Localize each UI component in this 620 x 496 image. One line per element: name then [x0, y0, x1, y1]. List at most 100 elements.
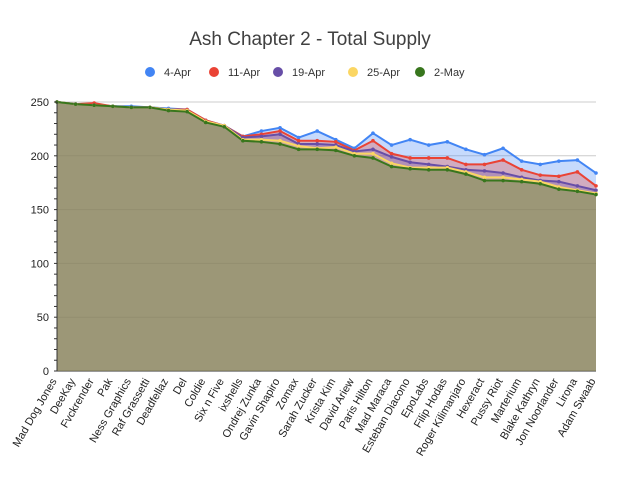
- data-point-2-May: [259, 140, 264, 144]
- data-point-11-Apr: [519, 167, 524, 172]
- legend-label: 4-Apr: [164, 67, 191, 79]
- chart-title: Ash Chapter 2 - Total Supply: [189, 29, 431, 50]
- data-point-19-Apr: [315, 142, 320, 146]
- data-point-2-May: [73, 102, 78, 106]
- data-point-2-May: [482, 178, 487, 183]
- data-point-25-Apr: [278, 138, 282, 143]
- data-point-25-Apr: [371, 151, 375, 156]
- data-point-19-Apr: [426, 162, 431, 167]
- data-point-2-May: [371, 156, 375, 160]
- y-tick-label: 0: [43, 366, 49, 378]
- data-point-4-Apr: [538, 162, 543, 167]
- data-point-2-May: [315, 147, 320, 152]
- legend-label: 19-Apr: [292, 67, 325, 79]
- y-tick-label: 250: [31, 97, 49, 109]
- data-point-11-Apr: [594, 184, 598, 188]
- data-point-11-Apr: [501, 158, 505, 162]
- data-point-11-Apr: [315, 138, 320, 143]
- data-point-25-Apr: [296, 144, 301, 148]
- series-line-2-May: [56, 101, 597, 196]
- data-point-4-Apr: [482, 152, 487, 157]
- data-point-2-May: [278, 142, 282, 146]
- data-point-2-May: [519, 179, 524, 184]
- legend-marker-19-Apr: [273, 67, 283, 77]
- data-point-11-Apr: [408, 156, 412, 160]
- data-point-19-Apr: [501, 171, 505, 175]
- data-point-4-Apr: [501, 146, 505, 151]
- data-point-11-Apr: [538, 173, 543, 177]
- data-point-2-May: [501, 178, 505, 183]
- data-point-4-Apr: [389, 143, 394, 147]
- data-point-11-Apr: [426, 156, 431, 160]
- data-point-11-Apr: [557, 174, 561, 179]
- legend-marker-2-May: [415, 67, 425, 77]
- data-point-25-Apr: [501, 175, 505, 180]
- data-point-19-Apr: [408, 160, 412, 165]
- data-point-11-Apr: [389, 151, 394, 156]
- data-point-19-Apr: [482, 169, 487, 173]
- data-point-2-May: [110, 104, 115, 109]
- data-point-4-Apr: [575, 158, 580, 162]
- legend-marker-11-Apr: [209, 67, 219, 77]
- data-point-11-Apr: [371, 138, 375, 143]
- legend-marker-25-Apr: [348, 67, 358, 77]
- data-point-19-Apr: [557, 179, 561, 184]
- data-point-2-May: [148, 105, 152, 110]
- legend-label: 2-May: [434, 67, 465, 79]
- data-point-19-Apr: [371, 147, 375, 152]
- data-point-11-Apr: [482, 162, 487, 167]
- data-point-2-May: [203, 120, 208, 125]
- data-point-11-Apr: [445, 156, 450, 160]
- data-point-19-Apr: [278, 132, 282, 137]
- data-point-2-May: [92, 103, 96, 108]
- y-tick-label: 200: [31, 151, 49, 163]
- data-point-2-May: [445, 167, 450, 172]
- data-point-4-Apr: [519, 159, 524, 163]
- data-point-11-Apr: [296, 138, 301, 143]
- data-point-25-Apr: [333, 145, 338, 149]
- area-fill-25-Apr: [57, 102, 596, 371]
- data-point-2-May: [426, 167, 431, 172]
- data-point-2-May: [464, 172, 468, 176]
- data-point-2-May: [538, 181, 543, 186]
- data-point-4-Apr: [408, 137, 412, 142]
- plot-area: [55, 100, 598, 371]
- legend-label: 25-Apr: [367, 67, 400, 79]
- data-point-19-Apr: [389, 155, 394, 159]
- data-point-2-May: [129, 105, 134, 110]
- legend: 4-Apr 11-Apr 19-Apr 25-Apr 2-May: [145, 67, 465, 79]
- y-tick-label: 50: [37, 312, 49, 324]
- data-point-4-Apr: [594, 171, 598, 175]
- data-point-2-May: [333, 148, 338, 153]
- data-point-4-Apr: [426, 143, 431, 147]
- data-point-4-Apr: [445, 140, 450, 144]
- data-point-2-May: [241, 138, 245, 143]
- data-point-2-May: [185, 109, 189, 114]
- data-point-2-May: [296, 147, 301, 152]
- data-point-11-Apr: [333, 140, 338, 144]
- data-point-2-May: [594, 192, 598, 197]
- data-point-19-Apr: [594, 188, 598, 193]
- data-point-2-May: [222, 124, 227, 129]
- data-point-4-Apr: [464, 147, 468, 152]
- data-point-4-Apr: [371, 131, 375, 136]
- data-point-2-May: [408, 166, 412, 171]
- data-point-4-Apr: [296, 135, 301, 140]
- y-tick-label: 100: [31, 258, 49, 270]
- area-fill-2-May: [57, 102, 596, 371]
- legend-marker-4-Apr: [145, 67, 155, 77]
- data-point-4-Apr: [557, 159, 561, 163]
- data-point-19-Apr: [575, 184, 580, 188]
- data-point-4-Apr: [278, 126, 282, 130]
- data-point-25-Apr: [389, 161, 394, 166]
- data-point-2-May: [352, 154, 357, 158]
- data-point-2-May: [389, 164, 394, 169]
- data-point-4-Apr: [315, 129, 320, 133]
- data-point-2-May: [166, 108, 171, 113]
- gridlines: [57, 101, 596, 372]
- data-point-11-Apr: [575, 170, 580, 174]
- data-point-25-Apr: [482, 175, 487, 180]
- data-point-19-Apr: [259, 134, 264, 139]
- data-point-11-Apr: [464, 162, 468, 167]
- data-point-11-Apr: [278, 129, 282, 133]
